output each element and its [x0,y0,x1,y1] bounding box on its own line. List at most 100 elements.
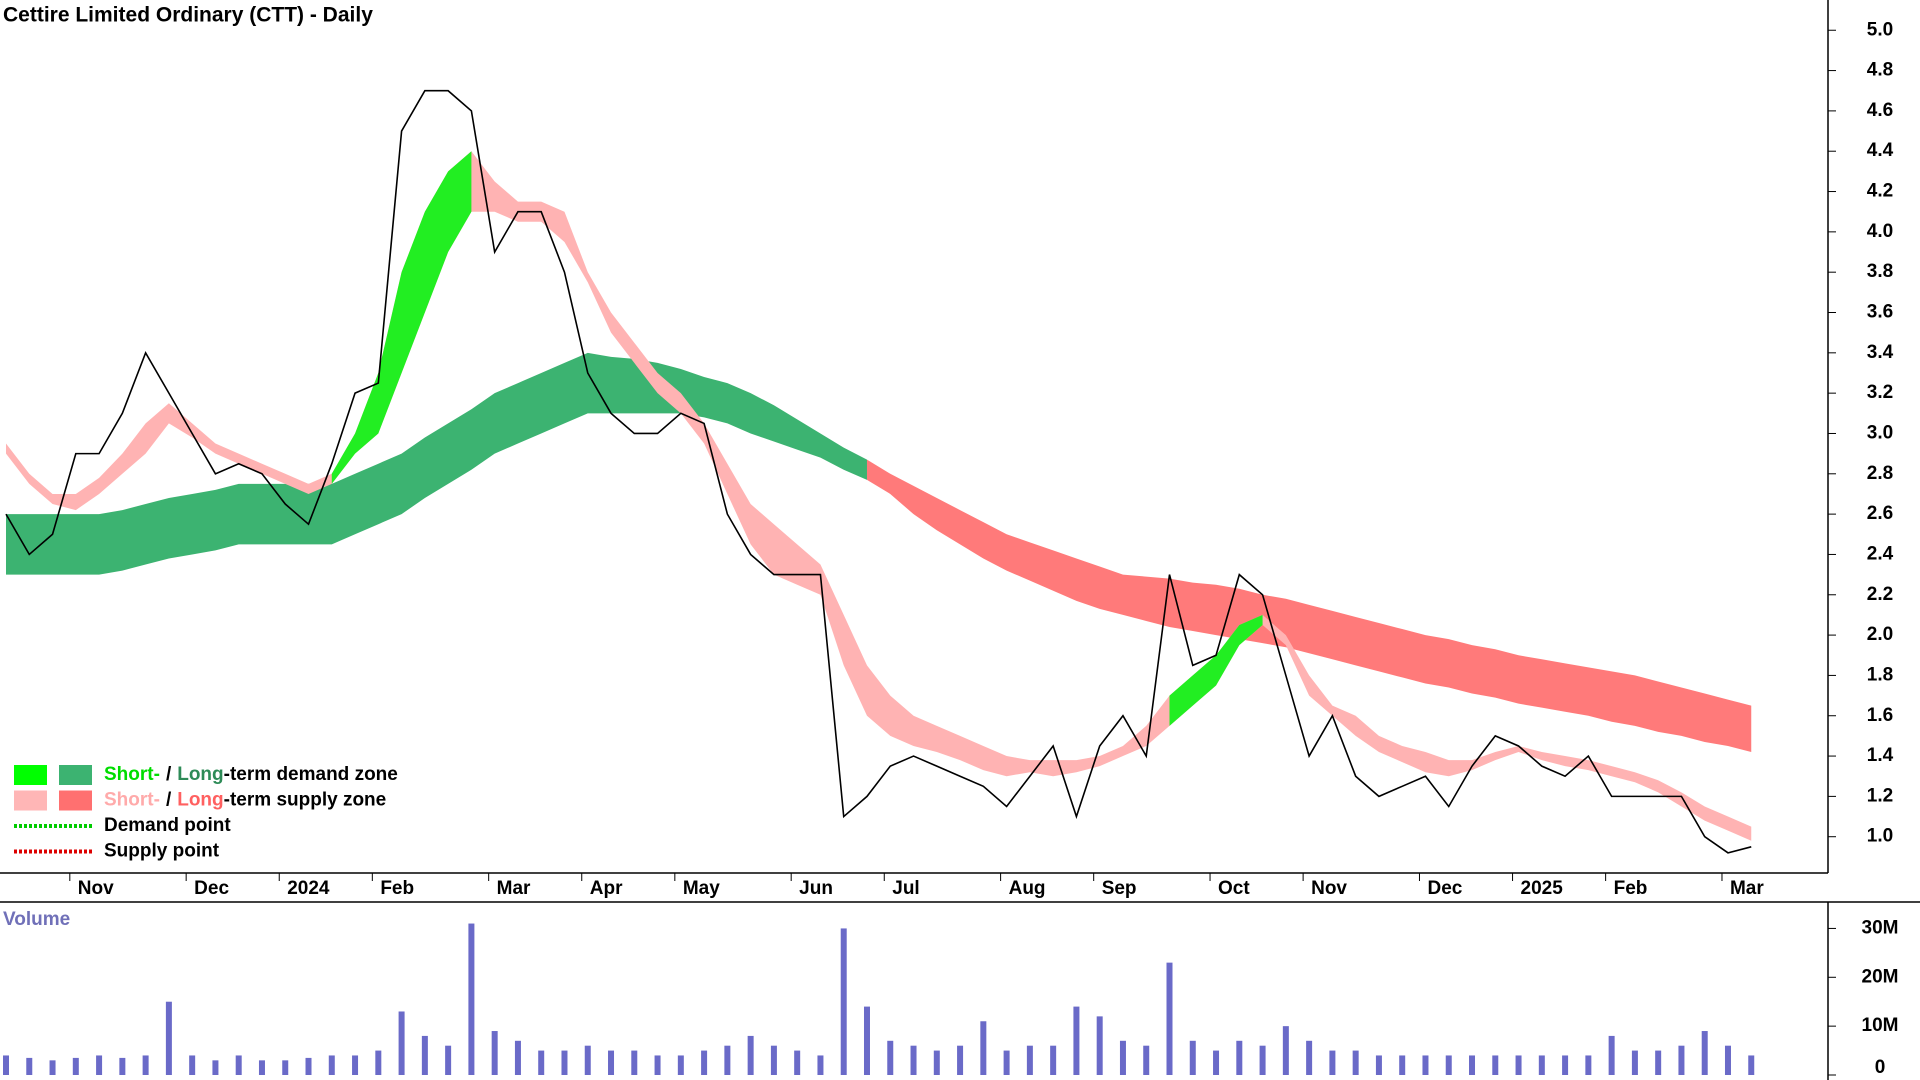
volume-bar [724,1045,731,1075]
volume-bar [1306,1040,1313,1075]
zone-band [866,459,1752,753]
volume-bar [235,1055,242,1075]
y-tick-label: 2.8 [1867,463,1893,484]
volume-bar [1143,1045,1150,1075]
x-tick-label: Oct [1218,878,1250,899]
legend-swatch [14,765,47,785]
legend-text: Supply point [104,841,220,862]
x-tick-label: Aug [1009,878,1046,899]
volume-bar [119,1057,126,1075]
volume-bar [1445,1055,1452,1075]
y-tick-label: 1.4 [1867,745,1894,766]
legend-label: Supply point [104,841,220,862]
legend-swatch [59,790,92,811]
legend-text: / [166,790,172,811]
y-tick-label: 4.4 [1867,140,1894,161]
volume-bar [654,1055,661,1075]
volume-bar [1119,1040,1126,1075]
volume-bar [817,1055,824,1075]
y-tick-label: 4.6 [1867,100,1893,121]
zone-band [331,151,472,484]
volume-bar [514,1040,521,1075]
volume-bar [421,1035,428,1075]
y-tick-label: 3.0 [1867,422,1893,443]
volume-bar [1329,1050,1336,1075]
volume-bar [142,1055,149,1075]
volume-bar [933,1050,940,1075]
y-tick-label: 5.0 [1867,19,1893,40]
volume-bar [398,1011,405,1075]
x-tick-label: Mar [497,878,531,899]
y-tick-label: 4.0 [1867,221,1893,242]
volume-bar [26,1057,33,1075]
x-tick-label: Dec [194,878,229,899]
legend-swatch [59,765,92,785]
volume-bar [887,1040,894,1075]
x-tick-label: 2025 [1521,878,1564,899]
volume-bar [1166,962,1173,1075]
volume-bar [258,1060,265,1075]
volume-bar [1655,1050,1662,1075]
volume-bar [1236,1040,1243,1075]
x-tick-label: May [683,878,720,899]
volume-bar [980,1021,987,1075]
zone-band [6,352,867,575]
x-tick-label: Jun [799,878,833,899]
volume-bar [561,1050,568,1075]
legend-text: -term demand zone [224,764,398,785]
volume-bar [1515,1055,1522,1075]
legend-text: Demand point [104,815,231,836]
y-tick-label: 4.2 [1867,181,1893,202]
y-tick-label: 20M [1862,966,1899,987]
y-tick-label: 4.8 [1867,60,1893,81]
y-tick-label: 3.2 [1867,382,1893,403]
volume-bar [49,1060,56,1075]
volume-bar [677,1055,684,1075]
volume-bar [1050,1045,1057,1075]
volume-bar [1073,1006,1080,1075]
volume-bar [1585,1055,1592,1075]
x-tick-label: Nov [78,878,114,899]
volume-bar [1096,1016,1103,1075]
y-tick-label: 2.6 [1867,503,1893,524]
legend-label: Short- / Long-term demand zone [104,764,398,785]
zone-band [6,151,1752,841]
volume-bar [328,1055,335,1075]
volume-bar [305,1057,312,1075]
volume-bar [1631,1050,1638,1075]
volume-bar [1003,1050,1010,1075]
volume-bar [747,1035,754,1075]
volume-bar [1422,1055,1429,1075]
volume-bar [1608,1035,1615,1075]
volume-bar [1562,1055,1569,1075]
volume-bar [1399,1055,1406,1075]
legend-text: Long [177,764,223,785]
volume-bar [840,928,847,1075]
volume-bar [1352,1050,1359,1075]
x-tick-label: Apr [590,878,623,899]
volume-bar [3,1055,9,1075]
volume-bar [1189,1040,1196,1075]
legend-label: Demand point [104,815,231,836]
volume-bar [1748,1055,1755,1075]
legend-text: Long [177,790,223,811]
volume-bar [1538,1055,1545,1075]
volume-title: Volume [3,909,70,930]
legend-text: Short- [104,764,160,785]
volume-bar [1678,1045,1685,1075]
y-tick-label: 30M [1862,917,1899,938]
x-tick-label: Sep [1102,878,1137,899]
volume-bar [1026,1045,1033,1075]
zone-band [1169,614,1263,726]
volume-bar [189,1055,196,1075]
volume-bar [957,1045,964,1075]
volume-bar [491,1031,498,1075]
y-tick-label: 2.4 [1867,543,1894,564]
volume-bar [910,1045,917,1075]
volume-bar [1213,1050,1220,1075]
volume-bar [1282,1026,1289,1075]
volume-bar [608,1050,615,1075]
y-tick-label: 1.2 [1867,785,1893,806]
volume-bar [794,1050,801,1075]
